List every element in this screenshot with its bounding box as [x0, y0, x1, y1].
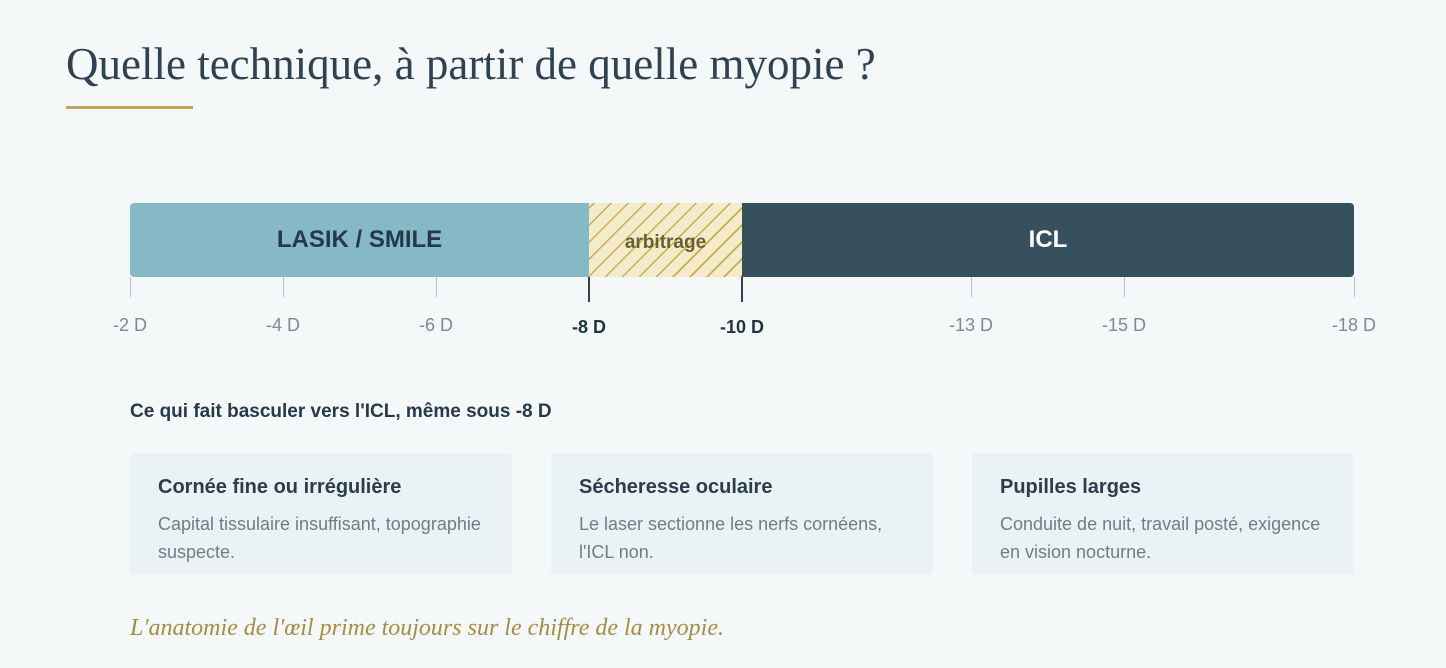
segment-lasik-smile-label: LASIK / SMILE [276, 226, 443, 253]
factor-card-pupils: Pupilles larges Conduite de nuit, travai… [972, 453, 1354, 575]
tick-mark [1124, 277, 1125, 297]
factor-card-cornea: Cornée fine ou irrégulière Capital tissu… [130, 453, 512, 575]
tick-mark [588, 277, 590, 302]
title-underline [66, 106, 193, 109]
tick-label: -18 D [1331, 315, 1376, 335]
closing-note: L'anatomie de l'œil prime toujours sur l… [130, 615, 724, 641]
factors-heading: Ce qui fait basculer vers l'ICL, même so… [130, 401, 552, 422]
segment-arbitrage-label: arbitrage [624, 232, 707, 253]
factor-card-text: Le laser sectionne les nerfs cornéens, l… [579, 514, 883, 562]
tick-mark [741, 277, 743, 302]
segment-arbitrage: arbitrage [589, 203, 742, 277]
tick-label: -4 D [265, 315, 300, 335]
factor-card-title: Sécheresse oculaire [579, 476, 773, 498]
myopia-scale-bar: LASIK / SMILE arbitrage ICL [130, 203, 1354, 277]
tick-label: -15 D [1101, 315, 1146, 335]
page-title: Quelle technique, à partir de quelle myo… [66, 39, 876, 89]
tick-label: -10 D [719, 317, 764, 337]
tick-mark [283, 277, 284, 297]
tick-mark [971, 277, 972, 297]
tick-label: -6 D [418, 315, 453, 335]
factor-card-title: Pupilles larges [1000, 476, 1142, 498]
tick-mark [130, 277, 131, 297]
tick-mark [436, 277, 437, 297]
tick-label: -2 D [112, 315, 147, 335]
segment-icl: ICL [742, 203, 1354, 277]
factor-card-dryness: Sécheresse oculaire Le laser sectionne l… [551, 453, 933, 575]
tick-mark [1354, 277, 1355, 297]
tick-label: -8 D [571, 317, 606, 337]
segment-lasik-smile: LASIK / SMILE [130, 203, 589, 277]
factor-card-text: Capital tissulaire insuffisant, topograp… [158, 514, 481, 562]
factor-card-title: Cornée fine ou irrégulière [158, 476, 402, 498]
segment-icl-label: ICL [1028, 226, 1068, 253]
factor-card-text: Conduite de nuit, travail posté, exigenc… [1000, 514, 1321, 562]
tick-label: -13 D [948, 315, 993, 335]
